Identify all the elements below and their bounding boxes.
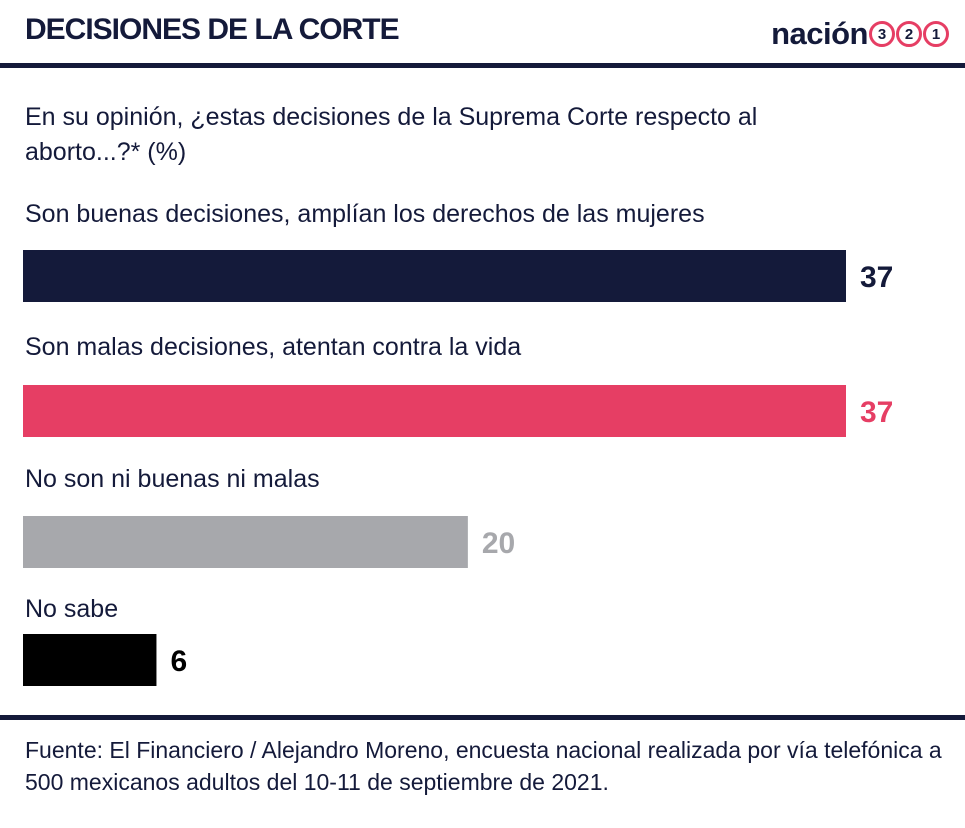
bar [23,516,468,568]
category-label: Son malas decisiones, atentan contra la … [25,333,521,361]
bar [23,634,157,686]
brand-digit-2: 2 [896,21,922,47]
source-note: Fuente: El Financiero / Alejandro Moreno… [25,737,942,795]
brand-logo: nación 3 2 1 [771,14,949,54]
bar [23,385,846,437]
brand-digit-1: 1 [923,21,949,47]
value-label: 37 [860,261,893,294]
value-label: 37 [860,396,893,429]
value-label: 6 [170,645,187,678]
brand-digit-3: 3 [869,21,895,47]
category-label: No son ni buenas ni malas [25,465,320,493]
chart-title: DECISIONES DE LA CORTE [25,13,400,46]
value-label: 20 [482,527,515,560]
category-label: No sabe [25,595,118,623]
footer-divider [0,715,965,720]
brand-name: nación [771,16,868,51]
header-divider [0,63,965,68]
survey-question: En su opinión, ¿estas decisiones de la S… [25,103,758,166]
bar [23,250,846,302]
category-label: Son buenas decisiones, amplían los derec… [25,200,705,228]
